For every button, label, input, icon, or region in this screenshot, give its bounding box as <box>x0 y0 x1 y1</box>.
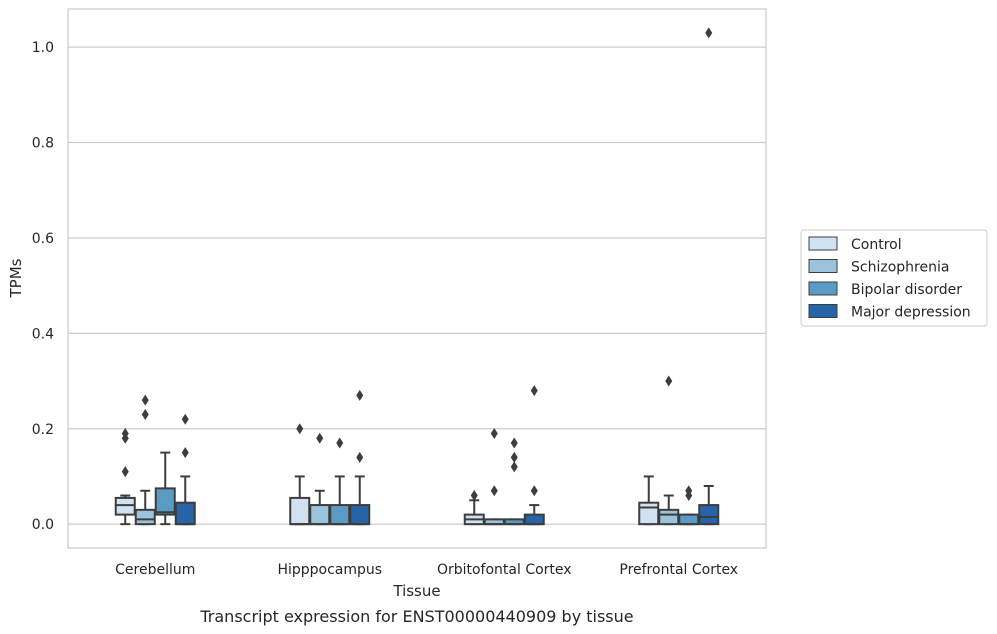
x-tick-label: Cerebellum <box>115 562 195 578</box>
outlier-point <box>510 437 518 449</box>
box-1-0 <box>134 394 156 526</box>
x-axis-ticks: Cerebellum Hipppocampus Orbitofontal Corte… <box>115 562 738 578</box>
box-body <box>678 513 700 526</box>
x-axis-label: Tissue <box>392 582 440 600</box>
box-3-3 <box>698 27 720 526</box>
y-axis-ticks: 0.0 0.2 0.4 0.6 0.8 1.0 <box>32 40 54 533</box>
outlier-point <box>356 389 364 401</box>
outlier-point <box>685 485 693 497</box>
outlier-point <box>530 485 538 497</box>
outlier-point <box>510 451 518 463</box>
legend-swatch <box>808 259 838 273</box>
y-tick-label: 1.0 <box>32 40 54 56</box>
legend-frame <box>800 229 988 327</box>
outlier-point <box>181 447 189 459</box>
box-body <box>154 487 176 516</box>
box-body <box>349 504 371 526</box>
box-0-2 <box>463 490 485 526</box>
figure-caption: Transcript expression for ENST0000044090… <box>199 607 633 626</box>
outlier-point <box>316 432 324 444</box>
x-tick-label: Orbitofontal Cortex <box>437 562 572 578</box>
outlier-point <box>510 461 518 473</box>
box-0-1 <box>289 423 311 526</box>
box-3-2 <box>523 385 545 526</box>
box-body <box>114 496 136 516</box>
outlier-point <box>490 485 498 497</box>
box-body <box>658 508 680 526</box>
legend: Control Schizophrenia Bipolar disorder Majo… <box>800 229 988 327</box>
box-2-1 <box>329 437 351 526</box>
box-0-0 <box>114 428 136 526</box>
outlier-point <box>356 451 364 463</box>
gridlines <box>68 46 766 525</box>
box-2-3 <box>678 485 700 526</box>
outlier-point <box>705 27 713 39</box>
box-1-3 <box>658 375 680 526</box>
legend-label: Bipolar disorder <box>851 282 962 298</box>
y-axis-label: TPMs <box>7 258 25 298</box>
outlier-point <box>490 428 498 440</box>
box-layer <box>114 27 720 526</box>
box-3-0 <box>174 413 196 526</box>
box-3-1 <box>349 389 371 526</box>
x-tick-label: Hipppocampus <box>277 562 382 578</box>
box-body <box>134 508 156 526</box>
legend-label: Control <box>851 237 902 253</box>
outlier-point <box>470 490 478 502</box>
box-body <box>638 501 660 526</box>
box-0-3 <box>638 475 660 526</box>
outlier-point <box>530 385 538 397</box>
y-tick-label: 0.2 <box>32 422 54 438</box>
legend-swatch <box>808 304 838 318</box>
outlier-point <box>141 394 149 406</box>
y-tick-label: 0.0 <box>32 517 54 533</box>
outlier-point <box>121 466 129 478</box>
plot-frame <box>67 8 767 549</box>
outlier-point <box>141 408 149 420</box>
box-2-0 <box>154 451 176 526</box>
box-body <box>329 504 351 526</box>
y-tick-label: 0.8 <box>32 136 54 152</box>
outlier-point <box>181 413 189 425</box>
box-body <box>523 513 545 526</box>
box-1-1 <box>309 432 331 526</box>
x-tick-label: Prefrontal Cortex <box>619 562 738 578</box>
outlier-point <box>336 437 344 449</box>
outlier-point <box>121 428 129 440</box>
outlier-point <box>665 375 673 387</box>
y-tick-label: 0.4 <box>32 326 54 342</box>
legend-label: Major depression <box>851 305 971 321</box>
legend-swatch <box>808 236 838 251</box>
box-body <box>309 504 331 526</box>
outlier-point <box>296 423 304 435</box>
box-2-2 <box>503 437 525 526</box>
box-body <box>174 501 196 526</box>
box-body <box>289 496 311 526</box>
box-1-2 <box>483 428 505 526</box>
box-body <box>698 504 720 526</box>
legend-label: Schizophrenia <box>851 260 949 276</box>
legend-swatch <box>808 281 838 296</box>
y-tick-label: 0.6 <box>32 231 54 247</box>
